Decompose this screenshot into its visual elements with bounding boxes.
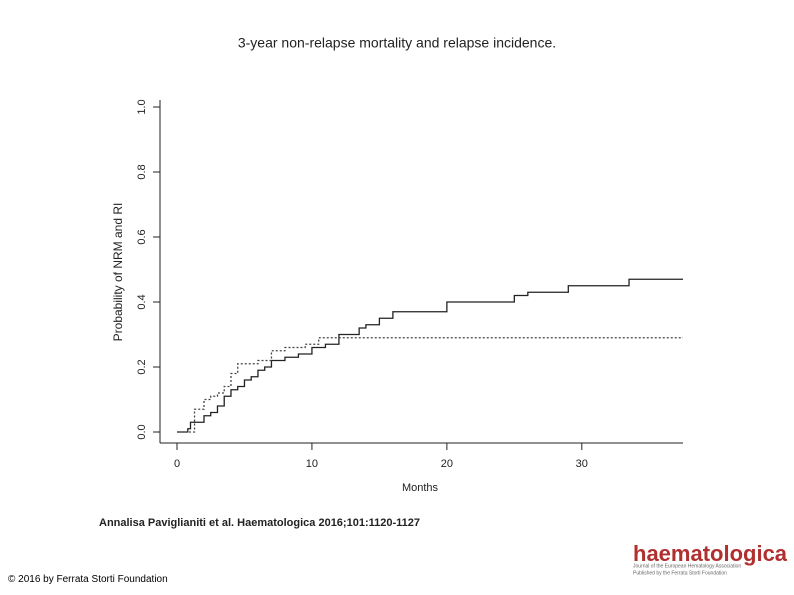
y-tick-label: 1.0 — [136, 99, 148, 114]
y-tick-label: 0.8 — [136, 164, 148, 179]
x-tick-label: 0 — [174, 458, 180, 470]
citation: Annalisa Paviglianiti et al. Haematologi… — [99, 517, 420, 529]
y-tick-label: 0.4 — [136, 294, 148, 309]
step-line — [177, 278, 683, 433]
step-line — [177, 337, 683, 433]
logo-tagline: Published by the Ferrata Storti Foundati… — [633, 570, 727, 576]
y-tick-label: 0.0 — [136, 424, 148, 439]
copyright: © 2016 by Ferrata Storti Foundation — [8, 574, 168, 585]
x-tick-label: 20 — [441, 458, 453, 470]
chart-title: 3-year non-relapse mortality and relapse… — [238, 35, 556, 51]
y-axis-label: Probability of NRM and RI — [111, 203, 125, 342]
y-tick-label: 0.2 — [136, 359, 148, 374]
y-tick-label: 0.6 — [136, 229, 148, 244]
x-tick-label: 10 — [306, 458, 318, 470]
x-axis-label: Months — [402, 482, 439, 494]
x-tick-label: 30 — [576, 458, 588, 470]
logo: haematologica — [633, 541, 788, 566]
logo-tagline: Journal of the European Hematology Assoc… — [633, 563, 741, 569]
